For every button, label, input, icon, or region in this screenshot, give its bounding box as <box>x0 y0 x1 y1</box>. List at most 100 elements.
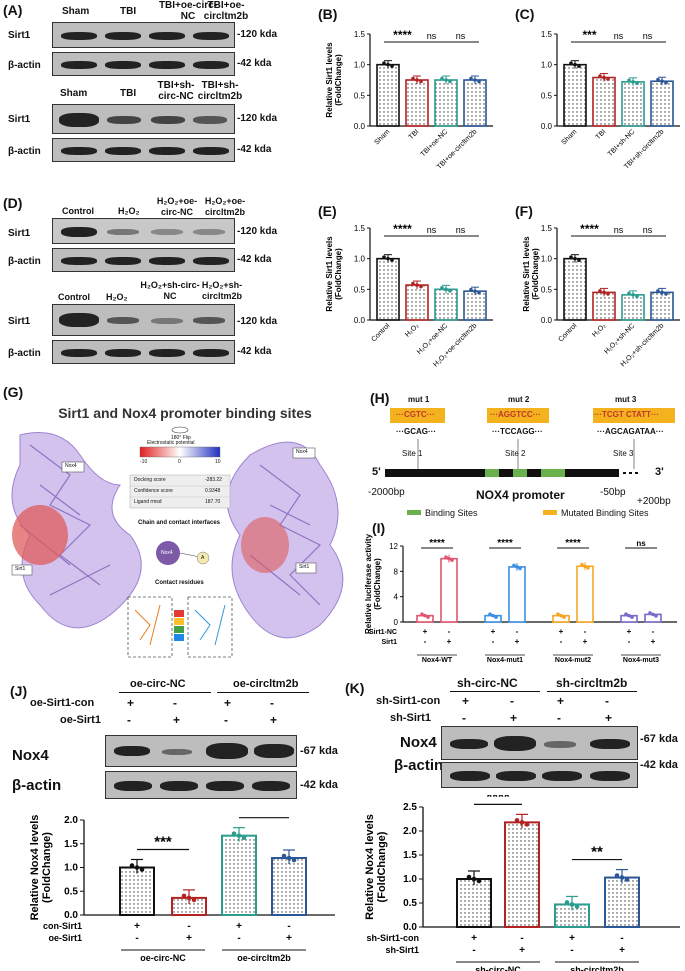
chart-b: 0.0 0.5 1.0 1.5 Relative Sirt1 levels(FoldCh… <box>325 28 493 171</box>
data-point <box>420 612 424 616</box>
flip-label: 180° Flip <box>171 435 191 441</box>
data-point <box>627 613 631 618</box>
bar <box>592 291 616 321</box>
x-tick-label: Sham <box>374 128 392 146</box>
mut3-wt: ···AGCAGATAA··· <box>597 427 664 436</box>
bar <box>405 79 429 127</box>
x-tick-label: H₂O₂ <box>591 322 607 338</box>
ep-label: Electrostatic potential <box>147 440 195 446</box>
data-point <box>390 258 394 262</box>
row-mark: + <box>515 637 520 646</box>
y-tick-label: 0.5 <box>403 898 417 909</box>
blot-d2-actin <box>52 340 235 364</box>
data-point <box>181 893 187 899</box>
data-point <box>577 64 581 68</box>
kda-120-d: -120 kda <box>237 226 278 237</box>
site3-label: Site 3 <box>613 449 634 458</box>
data-point <box>654 614 658 618</box>
data-point <box>469 287 473 292</box>
data-point <box>469 76 473 81</box>
j-blot-mark: - <box>224 713 228 727</box>
data-point <box>236 833 242 838</box>
sig-label: **** <box>580 222 599 236</box>
data-point <box>386 62 390 67</box>
data-point <box>619 875 625 880</box>
k-kda-67: -67 kda <box>640 733 678 745</box>
j-kda-67: -67 kda <box>300 745 338 757</box>
panel-label-e: (E) <box>318 203 337 219</box>
bar <box>504 821 540 928</box>
data-point <box>191 897 197 903</box>
sig-label: ns <box>643 31 653 41</box>
sig-label: ns <box>636 539 646 548</box>
data-point <box>440 286 444 290</box>
blot-k-nox4 <box>441 726 638 760</box>
data-point <box>656 289 660 293</box>
lane-h2o2-sh-circ: H₂O₂+sh-circltm2b <box>201 280 243 301</box>
data-point <box>473 289 477 293</box>
data-point <box>466 874 472 880</box>
y-tick-label: 0.0 <box>541 316 553 325</box>
row-label: sh-Sirt1-con <box>366 933 419 943</box>
kda-120-2: -120 kda <box>237 113 278 124</box>
data-point <box>514 818 520 823</box>
row-mark: - <box>620 933 623 944</box>
j-group-oe-circ-nc: oe-circ-NC <box>130 678 186 690</box>
kda-42: -42 kda <box>237 58 272 69</box>
sig-label: ** <box>591 844 603 861</box>
y-tick-label: 0.5 <box>354 91 366 100</box>
data-point <box>564 900 570 905</box>
row-mark: - <box>520 933 523 944</box>
chart-k: 0.0 0.5 1.0 1.5 2.0 2.5 Relative Nox4 levels(F… <box>364 795 680 971</box>
data-point <box>477 290 481 295</box>
row-mark: - <box>237 933 240 944</box>
y-tick-label: 1.0 <box>354 255 366 264</box>
row-label-actin-2: β-actin <box>8 146 41 157</box>
panel-label-d: (D) <box>3 195 23 211</box>
y-axis-label: Relative luciferase activity(FoldChange) <box>364 533 382 634</box>
data-point <box>291 857 297 863</box>
data-point <box>518 566 522 571</box>
blot-d1-actin <box>52 248 235 272</box>
lane-h2o2-sh-nc: H₂O₂+sh-circ-NC <box>140 280 200 301</box>
data-point <box>559 613 563 618</box>
row-label: oe-Sirt1 <box>48 933 82 943</box>
row-mark: + <box>619 945 625 956</box>
row-label-actin: β-actin <box>8 60 41 71</box>
row-mark: + <box>651 637 656 646</box>
bar <box>563 257 587 321</box>
j-blot-mark: + <box>224 696 232 710</box>
sig-label: *** <box>154 834 172 851</box>
group-label: sh-circltm2b <box>570 965 624 971</box>
data-point <box>651 612 655 617</box>
lane-tbi: TBI <box>120 6 137 17</box>
data-point <box>129 863 135 868</box>
row-mark: - <box>516 627 519 636</box>
x-tick-label: H₂O₂ <box>404 322 420 338</box>
data-point <box>512 563 516 568</box>
three-prime: 3' <box>655 466 664 478</box>
bar <box>463 290 487 321</box>
blot-j-nox4 <box>105 735 297 767</box>
y-tick-label: 0.5 <box>64 886 78 897</box>
bar <box>621 81 645 127</box>
k-blot-mark: - <box>510 694 514 708</box>
row-mark: + <box>423 627 428 636</box>
bar <box>271 857 307 916</box>
data-point <box>573 62 577 67</box>
panel-label-k: (K) <box>345 680 365 696</box>
docking-illustration <box>11 426 344 658</box>
k-group-sh-circltm2b: sh-circltm2b <box>556 676 628 690</box>
k-blot-mark: - <box>462 711 466 725</box>
data-point <box>447 556 451 561</box>
blot-k-actin <box>441 762 638 788</box>
sig-label: ns <box>427 31 437 41</box>
bar <box>508 566 526 623</box>
node-nox4: Nox4 <box>161 550 173 556</box>
panel-g-title: Sirt1 and Nox4 promoter binding sites <box>58 405 312 421</box>
data-point <box>390 64 394 68</box>
y-tick-label: 0.5 <box>541 285 553 294</box>
data-point <box>656 77 660 82</box>
row-mark: + <box>519 945 525 956</box>
